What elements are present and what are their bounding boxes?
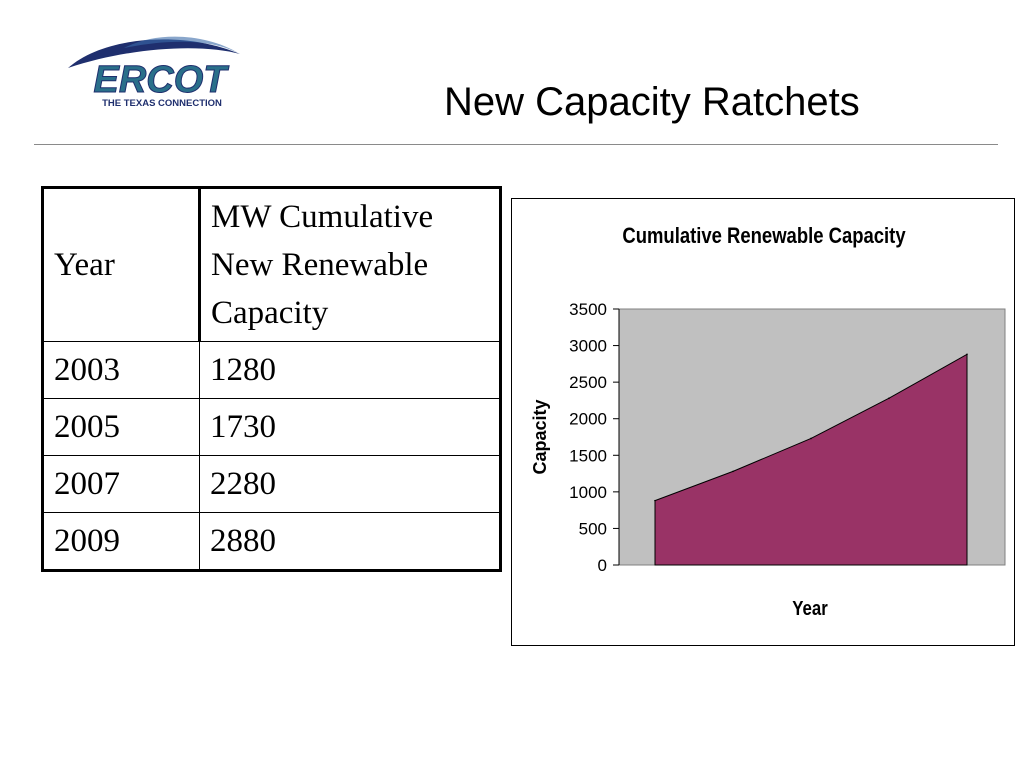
table-row: 2007 2280	[41, 455, 502, 513]
chart-container: Cumulative Renewable Capacity 0 500 1000 15…	[511, 198, 1015, 646]
data-point	[732, 470, 734, 473]
table-row: 2009 2880	[41, 512, 502, 572]
ercot-logo: ERCOT THE TEXAS CONNECTION	[68, 36, 240, 109]
y-tick-label: 2500	[569, 373, 607, 392]
y-tick-label: 1500	[569, 446, 607, 465]
logo-swoosh-icon	[68, 39, 240, 68]
slide-title: New Capacity Ratchets	[444, 80, 860, 124]
y-axis-label: Capacity	[530, 399, 550, 474]
header-capacity: MW Cumulative New Renewable Capacity	[198, 186, 502, 342]
chart-title: Cumulative Renewable Capacity	[622, 225, 906, 249]
y-tick-label: 2000	[569, 410, 607, 429]
logo-wordmark: ERCOT	[94, 59, 230, 101]
header-year: Year	[41, 186, 200, 342]
cell-capacity: 1730	[199, 398, 502, 456]
table-row: 2005 1730	[41, 398, 502, 456]
data-point	[966, 353, 968, 356]
cell-year: 2007	[41, 455, 200, 513]
y-tick-label: 500	[579, 519, 607, 538]
cell-year: 2005	[41, 398, 200, 456]
y-tick-label: 3500	[569, 300, 607, 319]
data-point	[888, 397, 890, 400]
data-point	[810, 437, 812, 440]
title-divider	[34, 144, 998, 145]
x-axis-label: Year	[792, 597, 827, 620]
series-area-fill	[654, 353, 968, 566]
y-tick-label: 1000	[569, 483, 607, 502]
y-tick-label: 3000	[569, 337, 607, 356]
data-point	[654, 499, 656, 502]
capacity-table: Year MW Cumulative New Renewable Capacit…	[41, 186, 502, 572]
table-header-row: Year MW Cumulative New Renewable Capacit…	[41, 186, 502, 342]
cell-capacity: 1280	[199, 341, 502, 399]
logo-tagline: THE TEXAS CONNECTION	[102, 98, 222, 109]
y-tick-label: 0	[598, 556, 607, 575]
cell-capacity: 2880	[199, 512, 502, 572]
area-chart: Cumulative Renewable Capacity 0 500 1000 15…	[530, 225, 1006, 620]
cell-year: 2009	[41, 512, 200, 572]
cell-capacity: 2280	[199, 455, 502, 513]
table-row: 2003 1280	[41, 341, 502, 399]
series-area	[654, 353, 968, 566]
cell-year: 2003	[41, 341, 200, 399]
y-axis: 0 500 1000 1500 2000 2500 3000 3500	[569, 300, 620, 575]
